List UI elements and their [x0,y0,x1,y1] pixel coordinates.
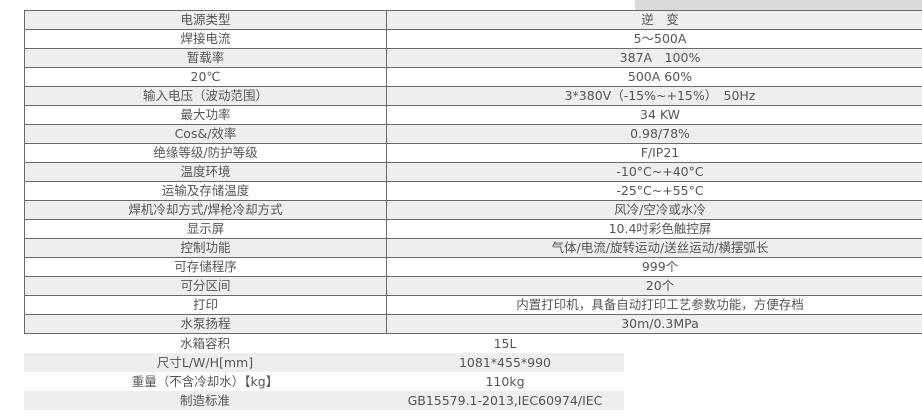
spec-value: -10°C~+40°C [386,162,922,182]
spec-value: 3*380V（-15%~+15%） 50Hz [386,86,922,106]
spec-label: 打印 [24,295,387,315]
table-row: 水泵扬程 30m/0.3MPa [24,314,922,334]
extra-spec-table: 水箱容积 15L 尺寸L/W/H[mm] 1081*455*990 重量（不含冷却水）【… [24,334,624,410]
spec-label: 绝缘等级/防护等级 [24,143,387,163]
table-row: 可存储程序 999个 [24,257,922,277]
spec-label: 可分区间 [24,276,387,296]
table-row: 输入电压（波动范围） 3*380V（-15%~+15%） 50Hz [24,86,922,106]
table-row: 绝缘等级/防护等级 F/IP21 [24,143,922,163]
table-row: 控制功能 气体/电流/旋转运动/送丝运动/横摆弧长 [24,238,922,258]
table-row: 20℃ 500A 60% [24,67,922,87]
spec-value: 5～500A [386,29,922,49]
top-gray-bar [635,0,922,10]
spec-table: 电源类型逆 变焊接电流 5～500A 暂载率 387A 100% 20℃ 500A 60%… [24,10,922,334]
table-row: 运输及存储温度 -25°C~+55°C [24,181,922,201]
table-row: 焊机冷却方式/焊枪冷却方式 风冷/空冷或水冷 [24,200,922,220]
spec-value: 15L [493,336,517,351]
spec-label: 电源类型 [24,10,387,30]
spec-label: 输入电压（波动范围） [24,86,387,106]
spec-label: 温度环境 [24,162,387,182]
spec-label: 显示屏 [24,219,387,239]
table-row: 重量（不含冷却水）【kg】 110kg [24,372,624,391]
spec-value: 110kg [485,374,525,389]
spec-label: Cos&/效率 [24,124,387,144]
spec-value: -25°C~+55°C [386,181,922,201]
spec-label: 重量（不含冷却水）【kg】 [131,374,279,389]
spec-label: 可存储程序 [24,257,387,277]
spec-label: 水泵扬程 [24,314,387,334]
spec-value: 内置打印机，具备自动打印工艺参数功能，方便存档 [386,295,922,315]
spec-value: 30m/0.3MPa [386,314,922,334]
table-row: 打印 内置打印机，具备自动打印工艺参数功能，方便存档 [24,295,922,315]
spec-label: 最大功率 [24,105,387,125]
table-row: 可分区间 20个 [24,276,922,296]
table-row: 制造标准 GB15579.1-2013,IEC60974/IEC [24,391,624,410]
spec-value: F/IP21 [386,143,922,163]
table-row: 暂载率 387A 100% [24,48,922,68]
spec-label: 焊机冷却方式/焊枪冷却方式 [24,200,387,220]
spec-label: 运输及存储温度 [24,181,387,201]
spec-value: 气体/电流/旋转运动/送丝运动/横摆弧长 [386,238,922,258]
spec-label: 20℃ [24,67,387,87]
spec-value: 0.98/78% [386,124,922,144]
spec-label: 控制功能 [24,238,387,258]
spec-value: 逆 变 [386,10,922,30]
table-row: 显示屏 10.4吋彩色触控屏 [24,219,922,239]
spec-label: 暂载率 [24,48,387,68]
spec-label: 制造标准 [24,391,386,410]
spec-value: 500A 60% [386,67,922,87]
spec-value: 10.4吋彩色触控屏 [386,219,922,239]
table-row: 尺寸L/W/H[mm] 1081*455*990 [24,353,624,372]
spec-value: 999个 [386,257,922,277]
table-row: 水箱容积 15L [24,334,624,353]
spec-value: 1081*455*990 [386,353,624,372]
table-row: 最大功率 34 KW [24,105,922,125]
table-row: Cos&/效率 0.98/78% [24,124,922,144]
spec-value: GB15579.1-2013,IEC60974/IEC [386,391,624,410]
table-row: 电源类型逆 变 [24,10,922,30]
spec-label: 水箱容积 [179,336,230,351]
spec-value: 34 KW [386,105,922,125]
spec-label: 焊接电流 [24,29,387,49]
spec-label: 尺寸L/W/H[mm] [24,353,386,372]
spec-value: 20个 [386,276,922,296]
table-row: 温度环境 -10°C~+40°C [24,162,922,182]
spec-value: 387A 100% [386,48,922,68]
table-row: 焊接电流 5～500A [24,29,922,49]
spec-value: 风冷/空冷或水冷 [386,200,922,220]
